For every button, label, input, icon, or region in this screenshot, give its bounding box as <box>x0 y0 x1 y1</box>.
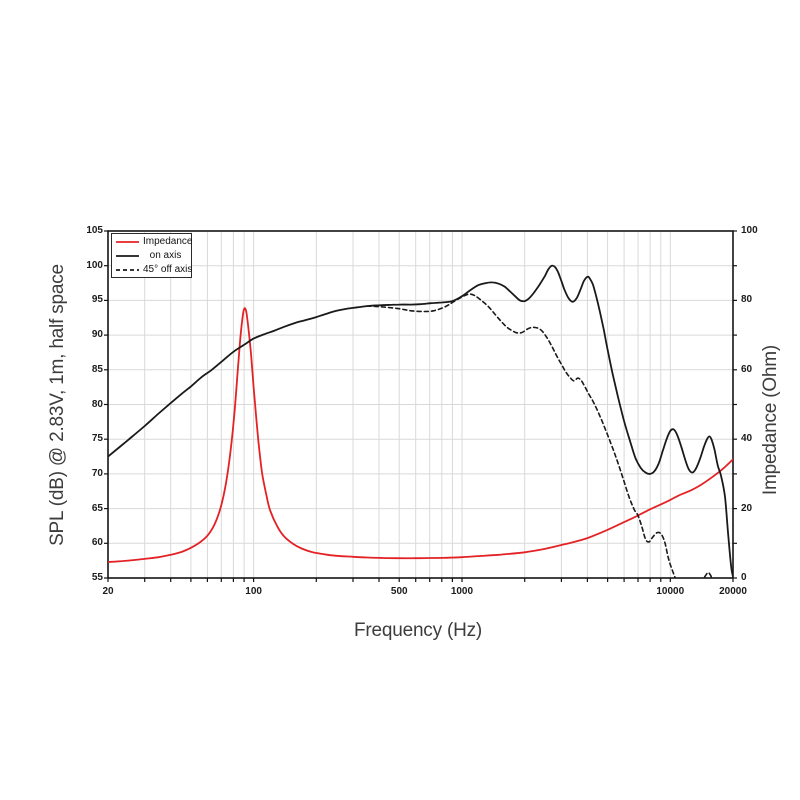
y-left-tick-label: 65 <box>91 502 103 514</box>
x-axis-title: Frequency (Hz) <box>353 620 483 641</box>
y-axis-title-right: Impedance (Ohm) <box>760 344 781 496</box>
y-left-tick-label: 60 <box>91 537 103 549</box>
x-tick-label: 1000 <box>450 586 474 597</box>
curve-45-off-axis <box>366 293 713 578</box>
curve-impedance <box>108 307 733 563</box>
y-left-tick-label: 100 <box>86 259 103 271</box>
y-axis-title-left: SPL (dB) @ 2.83V, 1m, half space <box>47 264 68 546</box>
y-left-tick-label: 90 <box>91 329 103 341</box>
legend-line-sample <box>116 254 139 257</box>
x-tick-label: 10000 <box>656 586 685 597</box>
y-left-tick-label: 85 <box>91 363 103 375</box>
y-right-tick-label: 80 <box>741 294 753 306</box>
y-left-tick-label: 55 <box>91 572 103 583</box>
y-left-tick-label: 105 <box>86 225 103 236</box>
x-tick-label: 20 <box>102 586 114 597</box>
legend-label: Impedance <box>143 236 193 247</box>
legend-item-45-off-axis: 45° off axis <box>112 263 193 276</box>
curve-on-axis <box>108 264 733 578</box>
plot-frame <box>107 230 734 579</box>
legend-item-on-axis: on axis <box>112 249 191 262</box>
gridlines <box>108 231 733 578</box>
legend-line-sample <box>116 240 139 243</box>
legend-label: 45° off axis <box>143 264 193 275</box>
legend-line-sample <box>116 268 139 271</box>
y-left-tick-label: 95 <box>91 294 103 306</box>
y-right-tick-label: 40 <box>741 433 753 445</box>
y-left-tick-label: 70 <box>91 467 103 479</box>
x-tick-label: 500 <box>390 586 408 597</box>
y-right-tick-label: 100 <box>741 225 758 236</box>
y-right-tick-label: 60 <box>741 363 753 375</box>
y-left-tick-label: 75 <box>91 433 103 445</box>
y-left-tick-label: 80 <box>91 398 103 410</box>
x-tick-label: 100 <box>245 586 262 597</box>
y-right-tick-label: 0 <box>741 572 747 583</box>
legend-item-impedance: Impedance <box>112 235 193 248</box>
legend-label: on axis <box>149 250 182 261</box>
y-right-tick-label: 20 <box>741 502 753 514</box>
legend: Impedance on axis 45° off axis <box>111 233 192 278</box>
x-tick-label: 20000 <box>719 586 747 597</box>
